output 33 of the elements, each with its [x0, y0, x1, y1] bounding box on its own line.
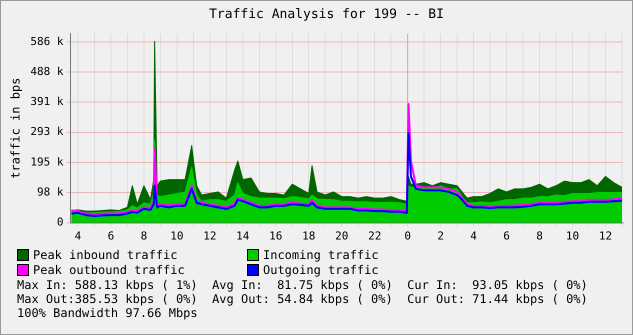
- y-tick-label: 586 k: [30, 34, 64, 48]
- y-tick-label: 98 k: [37, 186, 64, 199]
- text: 100% Bandwidth 97.66 Mbps: [17, 306, 199, 320]
- text: Max Out:385.53 kbps ( 0%) Avg Out: 54.84 kbps ( 0%) Cur Out: 71.44 kbps ( 0%): [17, 292, 589, 306]
- x-tick-label: 8: [140, 229, 148, 242]
- x-tick-label: 10: [170, 229, 184, 242]
- x-tick-label: 16: [269, 229, 282, 242]
- legend-label: Incoming traffic: [263, 248, 379, 262]
- text: Max In: 588.13 kbps ( 1%) Avg In: 81.75 kbps ( 0%) Cur In: 93.05 kbps ( 0%): [17, 278, 589, 292]
- y-axis-title: traffic in bps: [8, 78, 22, 179]
- legend-label: Peak inbound traffic: [33, 248, 178, 262]
- x-tick-label: 0: [404, 229, 411, 242]
- x-tick-label: 14: [236, 229, 250, 242]
- x-tick-label: 22: [368, 229, 382, 242]
- y-tick-label: 293 k: [30, 125, 64, 138]
- x-tick-label: 4: [74, 229, 82, 242]
- y-tick-label: 488 k: [30, 64, 64, 78]
- x-tick-label: 10: [566, 229, 580, 242]
- x-tick-label: 20: [335, 229, 348, 242]
- x-tick-label: 8: [536, 229, 543, 242]
- x-tick-label: 12: [203, 229, 216, 242]
- x-tick-label: 12: [598, 229, 612, 242]
- x-tick-label: 18: [302, 229, 316, 242]
- x-tick-label: 4: [470, 229, 478, 242]
- x-tick-label: 2: [437, 229, 444, 242]
- legend-label: Peak outbound traffic: [33, 263, 185, 277]
- legend-label: Outgoing traffic: [263, 263, 379, 277]
- y-tick-label: 0: [56, 216, 64, 229]
- chart-title: Traffic Analysis for 199 -- BI: [208, 7, 445, 22]
- y-tick-label: 195 k: [30, 155, 64, 168]
- y-tick-label: 391 k: [30, 95, 64, 108]
- x-tick-label: 6: [108, 229, 114, 242]
- x-tick-label: 6: [503, 229, 510, 242]
